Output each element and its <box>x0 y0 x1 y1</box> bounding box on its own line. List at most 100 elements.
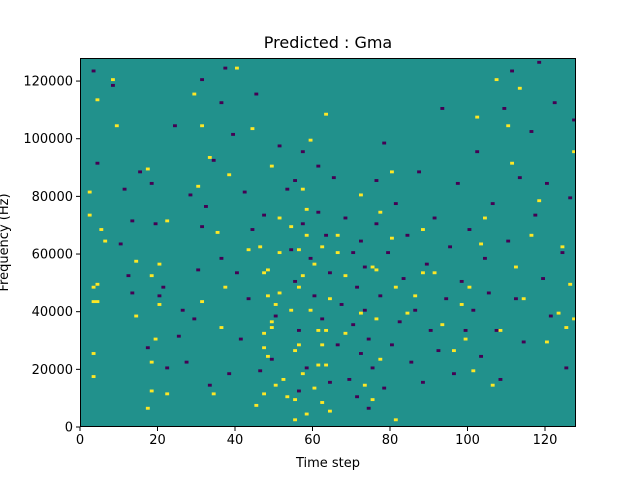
heatmap-cell-high <box>370 265 375 269</box>
heatmap-cell-low <box>444 297 449 301</box>
heatmap-cell-low <box>378 294 383 298</box>
heatmap-cell-low <box>138 170 143 174</box>
heatmap-cell-low <box>273 314 278 318</box>
heatmap-cell-low <box>246 297 251 301</box>
y-axis: 0 20000 40000 60000 80000 100000 120000 <box>23 75 80 436</box>
heatmap-cell-low <box>227 372 232 376</box>
heatmap-cell-low <box>355 285 360 289</box>
heatmap-cell-low <box>153 222 158 226</box>
heatmap-cell-low <box>316 210 321 214</box>
heatmap-cell-high <box>196 184 201 188</box>
heatmap-cell-low <box>331 176 336 180</box>
heatmap-cell-high <box>370 398 375 402</box>
heatmap-cell-high <box>91 285 96 289</box>
heatmap-cell-low <box>498 377 503 381</box>
heatmap-cell-high <box>87 213 92 217</box>
heatmap-cell-low <box>424 262 429 266</box>
heatmap-cell-high <box>362 383 367 387</box>
heatmap-cell-high <box>572 317 577 321</box>
heatmap-cell-high <box>273 383 278 387</box>
heatmap-cell-high <box>463 337 468 341</box>
heatmap-cell-high <box>223 285 228 289</box>
heatmap-cell-high <box>304 207 309 211</box>
heatmap-cell-low <box>300 150 305 154</box>
heatmap-cell-low <box>455 181 460 185</box>
x-tick-label: 40 <box>227 433 244 448</box>
heatmap-cell-low <box>359 352 363 355</box>
heatmap-cell-low <box>176 334 181 338</box>
heatmap-cell-low <box>219 256 224 260</box>
heatmap-cell-low <box>517 176 522 180</box>
heatmap-cell-low <box>262 213 267 217</box>
heatmap-cell-low <box>339 303 344 306</box>
heatmap-cell-low <box>521 340 526 344</box>
heatmap-cell-low <box>452 372 456 376</box>
heatmap-cell-high <box>207 156 212 159</box>
heatmap-cell-low <box>355 395 360 399</box>
heatmap-cell-high <box>285 395 290 399</box>
heatmap-cell-high <box>273 303 278 306</box>
heatmap-cell-high <box>103 239 108 243</box>
heatmap-cell-high <box>134 314 139 318</box>
heatmap-cell-low <box>552 101 557 105</box>
heatmap-cell-high <box>452 349 456 353</box>
heatmap-cell-low <box>277 144 282 148</box>
heatmap-cell-high <box>211 392 216 396</box>
heatmap-cell-low <box>506 239 511 243</box>
heatmap-cell-low <box>343 216 348 220</box>
heatmap-cell-low <box>417 170 422 174</box>
heatmap-cell-high <box>517 86 522 90</box>
heatmap-cell-low <box>328 380 332 384</box>
heatmap-cell-low <box>312 294 317 298</box>
heatmap-cell-low <box>207 383 212 387</box>
heatmap-cell-high <box>145 406 150 410</box>
heatmap-cell-high <box>262 271 267 275</box>
heatmap-cell-low <box>494 328 499 332</box>
heatmap-cell-high <box>91 300 96 304</box>
y-tick-label: 20000 <box>32 363 73 378</box>
heatmap-cell-high <box>269 326 274 329</box>
heatmap-cell-high <box>471 369 476 373</box>
heatmap-cell-high <box>378 210 383 214</box>
heatmap-cell-low <box>479 354 484 358</box>
heatmap-cell-low <box>537 60 542 64</box>
heatmap-cell-low <box>382 141 387 145</box>
heatmap-cell-high <box>200 124 205 128</box>
heatmap-cell-low <box>533 213 538 217</box>
heatmap-cell-high <box>510 161 515 165</box>
x-tick-label: 120 <box>533 433 558 448</box>
heatmap-cell-low <box>254 92 259 96</box>
heatmap-cell-low <box>204 205 208 208</box>
heatmap-cell-high <box>165 219 170 223</box>
heatmap-cell-low <box>320 317 325 321</box>
heatmap-cell-high <box>483 216 487 220</box>
heatmap-cell-low <box>545 181 549 185</box>
heatmap-cell-low <box>200 78 205 82</box>
heatmap-cell-high <box>300 372 305 376</box>
heatmap-cell-high <box>556 311 561 315</box>
heatmap-cell-low <box>328 271 332 275</box>
heatmap-cell-low <box>541 277 546 280</box>
heatmap-cell-high <box>304 233 309 237</box>
heatmap-cell-low <box>432 216 437 220</box>
heatmap-cell-low <box>459 279 464 283</box>
heatmap-cell-high <box>99 228 104 231</box>
heatmap-cell-low <box>428 328 433 332</box>
heatmap-cell-low <box>297 328 301 332</box>
plot-frame <box>80 58 576 427</box>
heatmap-cell-low <box>366 337 371 341</box>
heatmap-cell-high <box>312 386 317 390</box>
heatmap-cell-high <box>300 274 305 278</box>
heatmap-cell-low <box>467 228 472 231</box>
heatmap-cell-high <box>266 354 270 358</box>
heatmap-cell-high <box>95 300 100 304</box>
heatmap-cell-low <box>529 130 534 133</box>
heatmap-cell-high <box>324 112 329 116</box>
heatmap-cell-low <box>463 328 468 332</box>
heatmap-cell-high <box>293 418 298 422</box>
heatmap-cell-low <box>95 161 100 165</box>
heatmap-cell-high <box>312 262 317 266</box>
y-tick-label: 0 <box>65 421 73 436</box>
heatmap-cell-low <box>184 360 189 364</box>
x-axis-label: Time step <box>295 456 360 471</box>
